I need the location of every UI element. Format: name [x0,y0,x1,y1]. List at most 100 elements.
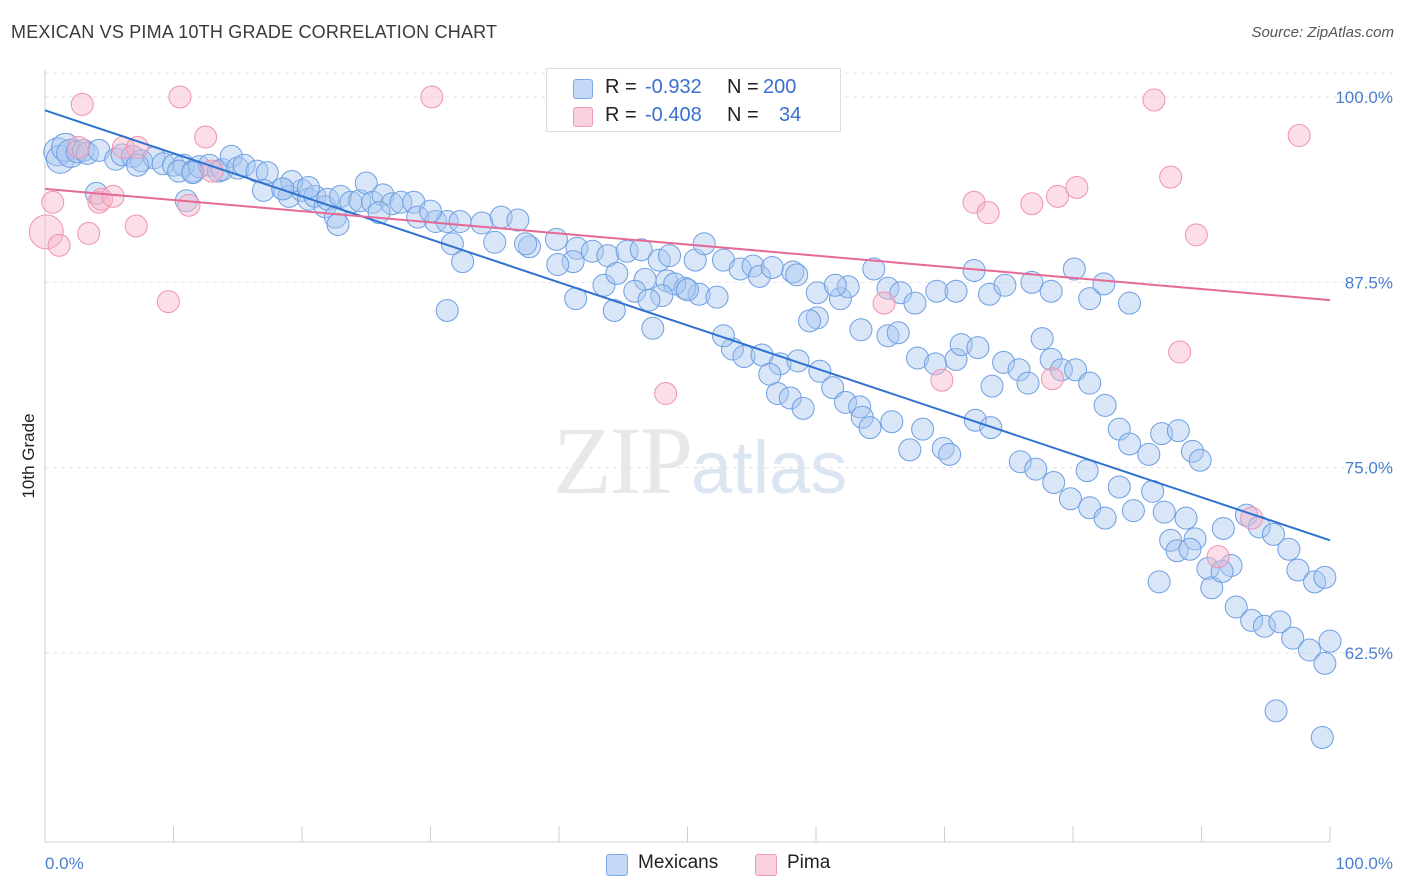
mexicans-point [1049,358,1073,382]
mexicans-point [435,299,459,323]
mexicans-point [1188,448,1212,472]
mexicans-point [1264,699,1288,723]
pima-point [872,291,896,315]
mexicans-point [1039,279,1063,303]
mexicans-point [836,275,860,299]
mexicans-point [514,232,538,256]
mexicans-point [758,362,782,386]
pima-point [87,190,111,214]
y-tick-label: 87.5% [1345,273,1393,292]
mexicans-point [791,396,815,420]
mexicans-point [1313,651,1337,675]
mexicans-point [1211,516,1235,540]
tick-labels: 100.0% 87.5% 75.0% 62.5% 0.0% 100.0% 10th Grad… [19,88,1393,873]
mexicans-point [1093,506,1117,530]
mexicans-point [862,257,886,281]
mexicans-point [1064,358,1088,382]
series-pima [28,85,1311,569]
mexicans-point [470,211,494,235]
mexicans-point [602,299,626,323]
mexicans-point [663,272,687,296]
y-axis-label: 10th Grade [19,413,38,498]
pima-point [47,233,71,257]
mexicans-point [977,282,1001,306]
mexicans-point [760,256,784,280]
mexicans-point [1118,291,1142,315]
mexicans-point [1281,626,1305,650]
mexicans-point [823,273,847,297]
mexicans-point [886,321,910,345]
pima-point [77,221,101,245]
mexicans-point [992,350,1016,374]
mexicans-point [181,161,205,185]
mexicans-point [1075,459,1099,483]
legend-r-value: -0.408 [645,104,702,126]
pima-point [194,125,218,149]
mexicans-point [580,239,604,263]
legend-r-label: R = [605,104,637,126]
pima-point [41,190,65,214]
mexicans-point [821,376,845,400]
mexicans-point [637,288,661,312]
mexicans-point [1008,450,1032,474]
mexicans-point [692,232,716,256]
mexicans-point [326,213,350,237]
pima-point [28,214,64,250]
pima-point [930,368,954,392]
mexicans-point [980,374,1004,398]
mexicans-point [938,442,962,466]
mexicans-point [880,410,904,434]
mexicans-point [451,250,475,274]
mexicans-point [1261,522,1285,546]
mexicans-point [765,382,789,406]
pima-point [654,382,678,406]
mexicans-point [1137,442,1161,466]
mexicans-point [419,199,442,223]
mexicans-point [1092,272,1116,296]
mexicans-point [623,279,647,303]
mexicans-point [1078,287,1102,311]
legend-n-value: 200 [763,76,797,98]
pima-point [1020,192,1044,216]
mexicans-point [1147,570,1171,594]
legend-swatch-mexicans [573,79,593,99]
y-tick-label: 75.0% [1345,459,1393,478]
mexicans-point [1252,614,1276,638]
mexicans-point [1030,327,1054,351]
mexicans-point [1165,539,1189,563]
mexicans-point [1121,499,1145,523]
mexicans-point [483,230,507,254]
mexicans-point [1310,726,1334,750]
mexicans-point [805,281,829,305]
mexicans-point [641,316,665,340]
legend-n-value: 34 [779,104,802,126]
mexicans-point [828,287,852,311]
mexicans-point [1297,638,1321,662]
mexicans-point [151,152,175,176]
trend-lines [44,109,1331,542]
mexicans-point [506,208,530,232]
bottom-legend-swatch-pima [755,854,777,876]
mexicans-point [1181,439,1205,463]
mexicans-point [650,284,674,308]
mexicans-point [1007,358,1031,382]
mexicans-point [1224,595,1248,619]
mexicans-point [1020,270,1044,294]
mexicans-point [1062,257,1086,281]
mexicans-point [448,210,472,234]
y-tick-label: 62.5% [1345,644,1393,663]
mexicans-point [966,336,990,360]
mexicans-point [711,324,735,348]
mexicans-point [911,417,935,441]
mexicans-point [629,238,653,262]
legend-row-mexicans: R = -0.932 N = 200 [547,73,840,101]
mexicans-point [1318,629,1342,653]
mexicans-point [876,276,900,300]
pima-point [126,135,150,159]
mexicans-point [45,144,75,174]
mexicans-point [1313,565,1337,589]
legend-swatch-pima [573,107,593,127]
pima-point [1287,124,1311,148]
mexicans-point [705,285,729,309]
